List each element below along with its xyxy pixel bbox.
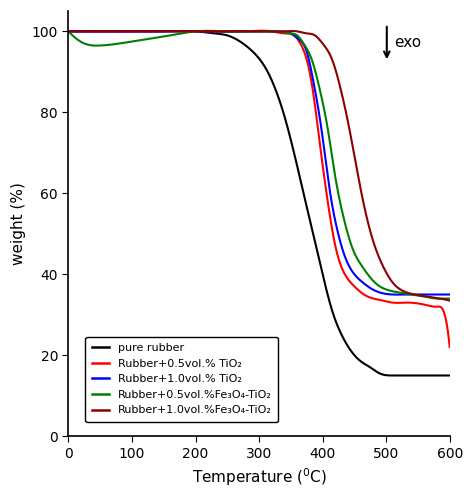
X-axis label: Temperature ($^{0}$C): Temperature ($^{0}$C) [191,466,327,488]
Text: exo: exo [394,35,421,50]
Legend: pure rubber, Rubber+0.5vol.% TiO₂, Rubber+1.0vol.% TiO₂, Rubber+0.5vol.%Fe₃O₄-Ti: pure rubber, Rubber+0.5vol.% TiO₂, Rubbe… [85,337,278,422]
Y-axis label: weight (%): weight (%) [11,182,26,265]
